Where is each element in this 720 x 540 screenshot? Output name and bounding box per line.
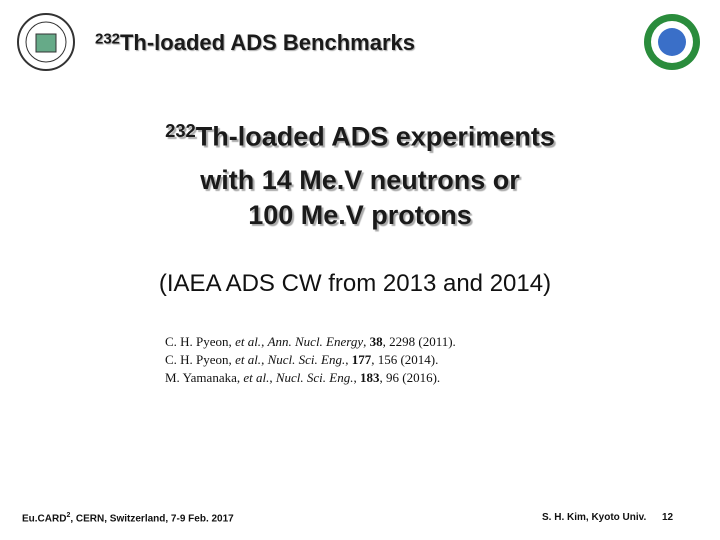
logo-right — [644, 14, 700, 70]
reference-part: M. Yamanaka, — [165, 370, 244, 385]
reference-part: , — [363, 334, 370, 349]
reference-part: 38 — [369, 334, 383, 349]
subheading: (IAEA ADS CW from 2013 and 2014) — [158, 270, 552, 297]
footer-left: Eu.CARD2, CERN, Switzerland, 7-9 Feb. 20… — [22, 512, 234, 524]
reference-part: , 156 (2014). — [371, 352, 439, 367]
reference-part: 183 — [360, 370, 380, 385]
reference-part: , 96 (2016). — [379, 370, 441, 385]
reference-part: C. H. Pyeon, — [165, 352, 236, 367]
reference: C. H. Pyeon, et al., Nucl. Sci. Eng., 17… — [165, 352, 438, 368]
reference-part: , — [269, 370, 276, 385]
title-text: Th-loaded ADS Benchmarks — [119, 30, 415, 55]
reference-part: , — [353, 370, 360, 385]
page-number: 12 — [662, 512, 674, 523]
reference-part: 177 — [351, 352, 372, 367]
reference-part: , — [261, 334, 268, 349]
reference: M. Yamanaka, et al., Nucl. Sci. Eng., 18… — [165, 370, 440, 386]
superscript: 232 — [95, 30, 120, 48]
reference-part: , — [261, 352, 268, 367]
reference-part: et al. — [235, 352, 262, 367]
reference-part: Ann. Nucl. Energy — [267, 334, 364, 349]
logo-left — [17, 13, 75, 71]
reference: C. H. Pyeon, et al., Ann. Nucl. Energy , … — [165, 334, 456, 350]
footer-text: Eu.CARD — [22, 513, 67, 525]
reference-part: C. H. Pyeon, — [165, 334, 236, 349]
header-title: 232Th-loaded ADS Benchmarks — [95, 30, 415, 56]
heading-text: Th-loaded ADS experiments — [195, 121, 555, 152]
reference-part: et al. — [243, 370, 270, 385]
footer-text: , CERN, Switzerland, 7-9 Feb. 2017 — [70, 513, 234, 525]
reference-part: Nucl. Sci. Eng. — [267, 352, 346, 367]
reference-part: , 2298 (2011). — [382, 334, 456, 349]
footer-author: S. H. Kim, Kyoto Univ. — [542, 512, 647, 523]
heading-line: 232Th-loaded ADS experiments — [0, 120, 720, 152]
superscript: 232 — [165, 120, 196, 141]
superscript: 2 — [66, 512, 71, 519]
reference-part: Nucl. Sci. Eng. — [275, 370, 354, 385]
reference-part: et al. — [235, 334, 262, 349]
heading-line: with 14 Me.V neutrons or — [200, 165, 520, 195]
heading-line: 100 Me.V protons — [248, 200, 472, 230]
reference-part: , — [345, 352, 352, 367]
